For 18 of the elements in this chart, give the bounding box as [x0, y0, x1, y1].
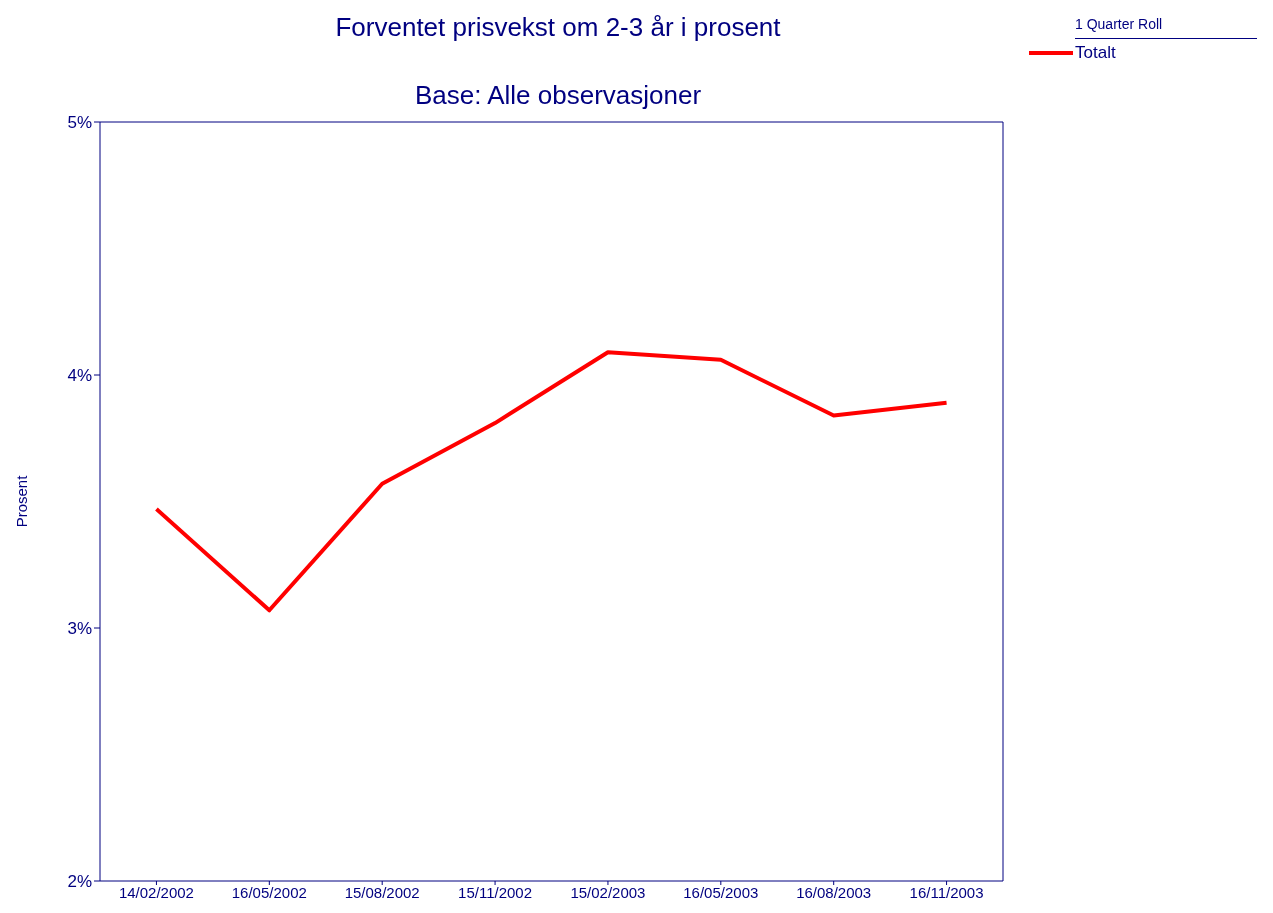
chart-title: Forventet prisvekst om 2-3 år i prosent — [335, 12, 781, 42]
line-series — [154, 350, 949, 613]
x-tick-label: 16/11/2003 — [909, 883, 984, 901]
y-tick-label: 3% — [67, 619, 92, 639]
x-tick-label: 16/05/2002 — [231, 883, 307, 901]
y-tick-label: 5% — [67, 113, 92, 133]
legend-title: 1 Quarter Roll — [1075, 16, 1257, 39]
x-tick-label: 15/08/2002 — [344, 883, 420, 901]
y-tick-label: 4% — [67, 366, 92, 386]
x-tick-label: 15/02/2003 — [570, 883, 646, 901]
x-tick-label: 16/05/2003 — [683, 883, 759, 901]
x-tick-label: 14/02/2002 — [118, 883, 194, 901]
y-axis-title: Prosent — [13, 474, 31, 528]
x-tick-label: 15/11/2002 — [458, 883, 533, 901]
x-tick-label: 16/08/2003 — [796, 883, 872, 901]
y-tick-label: 2% — [67, 872, 92, 892]
chart-subtitle: Base: Alle observasjoner — [413, 80, 703, 111]
legend-label: Totalt — [1075, 43, 1116, 63]
